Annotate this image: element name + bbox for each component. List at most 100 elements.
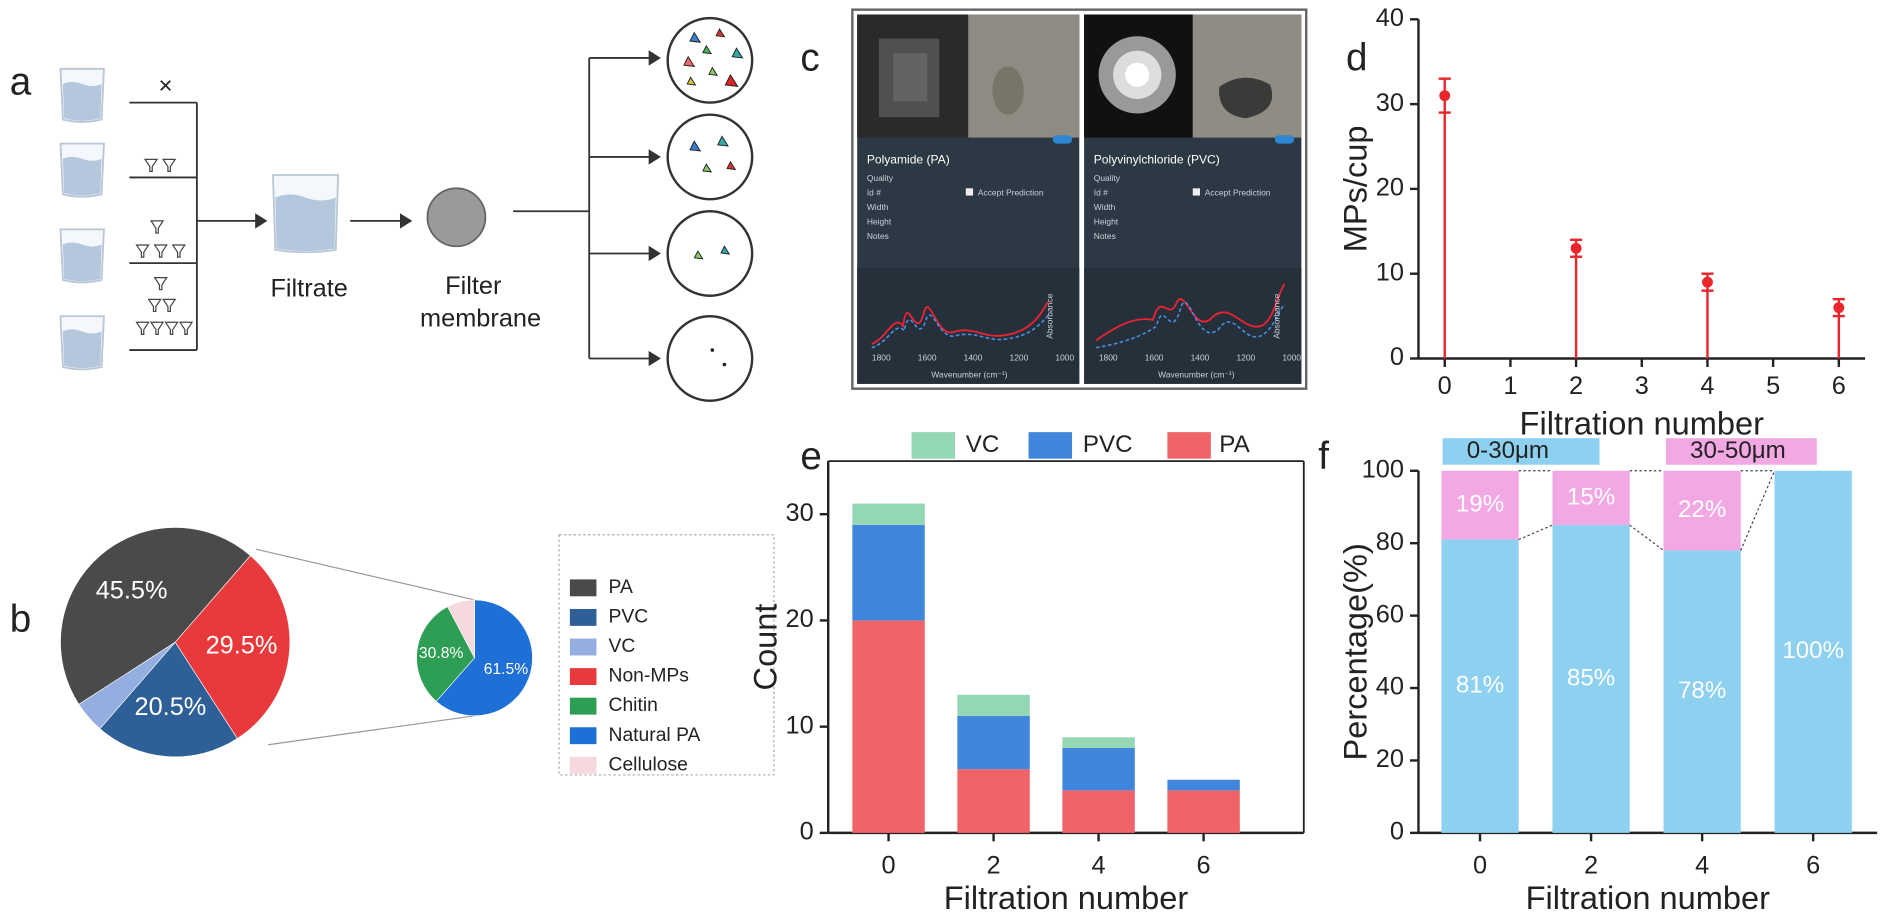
field-label: Width: [1094, 202, 1116, 212]
y-tick-label: 0: [1390, 818, 1404, 846]
x-axis-label: Filtration number: [944, 879, 1189, 916]
legend-label: Chitin: [609, 695, 658, 716]
bar-segment: [852, 620, 925, 833]
field-label: Id #: [1094, 187, 1108, 197]
legend-label: PVC: [1083, 431, 1133, 458]
bar-segment: [1062, 790, 1135, 833]
bar-segment: [852, 524, 925, 621]
legend-swatch: [1028, 432, 1073, 459]
bar-segment: [1552, 470, 1630, 526]
spectrum-xlabel: Wavenumber (cm⁻¹): [931, 370, 1008, 380]
bar-label: 22%: [1678, 496, 1726, 523]
bar-segment: [957, 716, 1030, 770]
spectrum-tick: 1000: [1282, 353, 1301, 363]
y-axis-label: Percentage(%): [1337, 543, 1374, 760]
y-tick-label: 40: [1376, 673, 1404, 701]
particle-icon: [731, 47, 744, 59]
point: [1833, 302, 1845, 314]
legend-swatch: [1442, 438, 1600, 465]
spectrum-tick: 1400: [964, 353, 983, 363]
water: [62, 81, 102, 121]
particle-icon: [689, 140, 702, 152]
y-tick-label: 0: [800, 818, 814, 846]
legend-swatch: [569, 638, 597, 656]
y-tick-label: 20: [786, 605, 814, 633]
particle-icon: [693, 250, 704, 260]
y-tick-label: 20: [1376, 745, 1404, 773]
bar-label: 81%: [1456, 672, 1504, 699]
legend-label: 30-50μm: [1690, 437, 1786, 464]
funnel-icon: [143, 158, 159, 173]
field-label: Height: [1094, 216, 1119, 226]
x-tick-label: 0: [1473, 851, 1487, 879]
spectrum-tick: 1600: [1145, 353, 1164, 363]
connector: [1518, 524, 1553, 541]
x-tick-label: 3: [1635, 372, 1649, 400]
x-tick-label: 0: [1438, 372, 1452, 400]
software-screenshot: [851, 8, 1308, 390]
spectrum-tick: 1000: [1055, 353, 1074, 363]
field-label: Width: [867, 202, 889, 212]
field-label: Notes: [867, 231, 889, 241]
funnel-icon: [149, 220, 165, 234]
water: [62, 156, 102, 196]
workflow-diagram: [129, 16, 754, 402]
legend-swatch: [569, 697, 597, 715]
funnel-icon: [161, 158, 177, 173]
spectrum-tick: 1800: [872, 353, 891, 363]
card-text: Accept Prediction: [1205, 187, 1271, 197]
bar-segment: [1167, 790, 1240, 833]
legend-swatch: [911, 432, 955, 459]
panel-label: c: [800, 37, 819, 80]
y-tick-label: 10: [1376, 258, 1404, 286]
spectrum-tick: 1400: [1191, 353, 1210, 363]
funnel-icon: [153, 244, 168, 258]
pie-slice: [60, 527, 251, 705]
x-tick-label: 4: [1092, 851, 1106, 879]
spectrum-ylabel: Absorbance: [1045, 293, 1055, 338]
bar-segment: [1663, 470, 1741, 551]
spectrum-tick: 1200: [1236, 353, 1255, 363]
y-axis-label: MPs/cup: [1337, 126, 1374, 253]
spectrum-ylabel: Absorbance: [1271, 293, 1281, 338]
panel-label: b: [10, 598, 31, 641]
y-tick-label: 60: [1376, 600, 1404, 628]
bar-segment: [957, 694, 1030, 717]
connector: [1740, 470, 1776, 551]
bar-segment: [1062, 747, 1135, 791]
y-tick-label: 0: [1390, 343, 1404, 371]
field-label: Notes: [1094, 231, 1116, 241]
legend-swatch: [569, 756, 597, 774]
bar-segment: [1062, 737, 1135, 748]
checkbox: [965, 188, 974, 196]
bar-segment: [852, 503, 925, 525]
particle-icon: [708, 66, 719, 76]
x-tick-label: 6: [1197, 851, 1211, 879]
bar-segment: [1167, 779, 1240, 791]
funnel-icon: [153, 277, 168, 291]
slice-label: 61.5%: [484, 661, 529, 678]
legend-label: Cellulose: [609, 754, 688, 775]
point: [1439, 90, 1451, 102]
particle-icon: [720, 245, 731, 255]
pie-slice: [416, 606, 475, 702]
particle-icon: [686, 76, 697, 86]
spectrum-xlabel: Wavenumber (cm⁻¹): [1158, 370, 1235, 380]
legend-label: Natural PA: [609, 725, 701, 746]
field-label: Id #: [867, 187, 881, 197]
connector: [1629, 524, 1664, 551]
funnel-icon: [178, 321, 194, 335]
x-axis-label: Filtration number: [1520, 405, 1765, 442]
particle-icon: [702, 163, 713, 173]
water: [62, 329, 102, 369]
bar-label: 100%: [1782, 637, 1844, 664]
card-title: Polyamide (PA): [867, 153, 950, 167]
field-label: Height: [867, 216, 892, 226]
panel-label: d: [1346, 37, 1367, 80]
bar-label: 78%: [1678, 677, 1726, 704]
zoom-line: [268, 715, 475, 746]
water: [275, 194, 336, 252]
pie-slice: [435, 599, 533, 717]
legend-label: Non-MPs: [609, 666, 689, 687]
